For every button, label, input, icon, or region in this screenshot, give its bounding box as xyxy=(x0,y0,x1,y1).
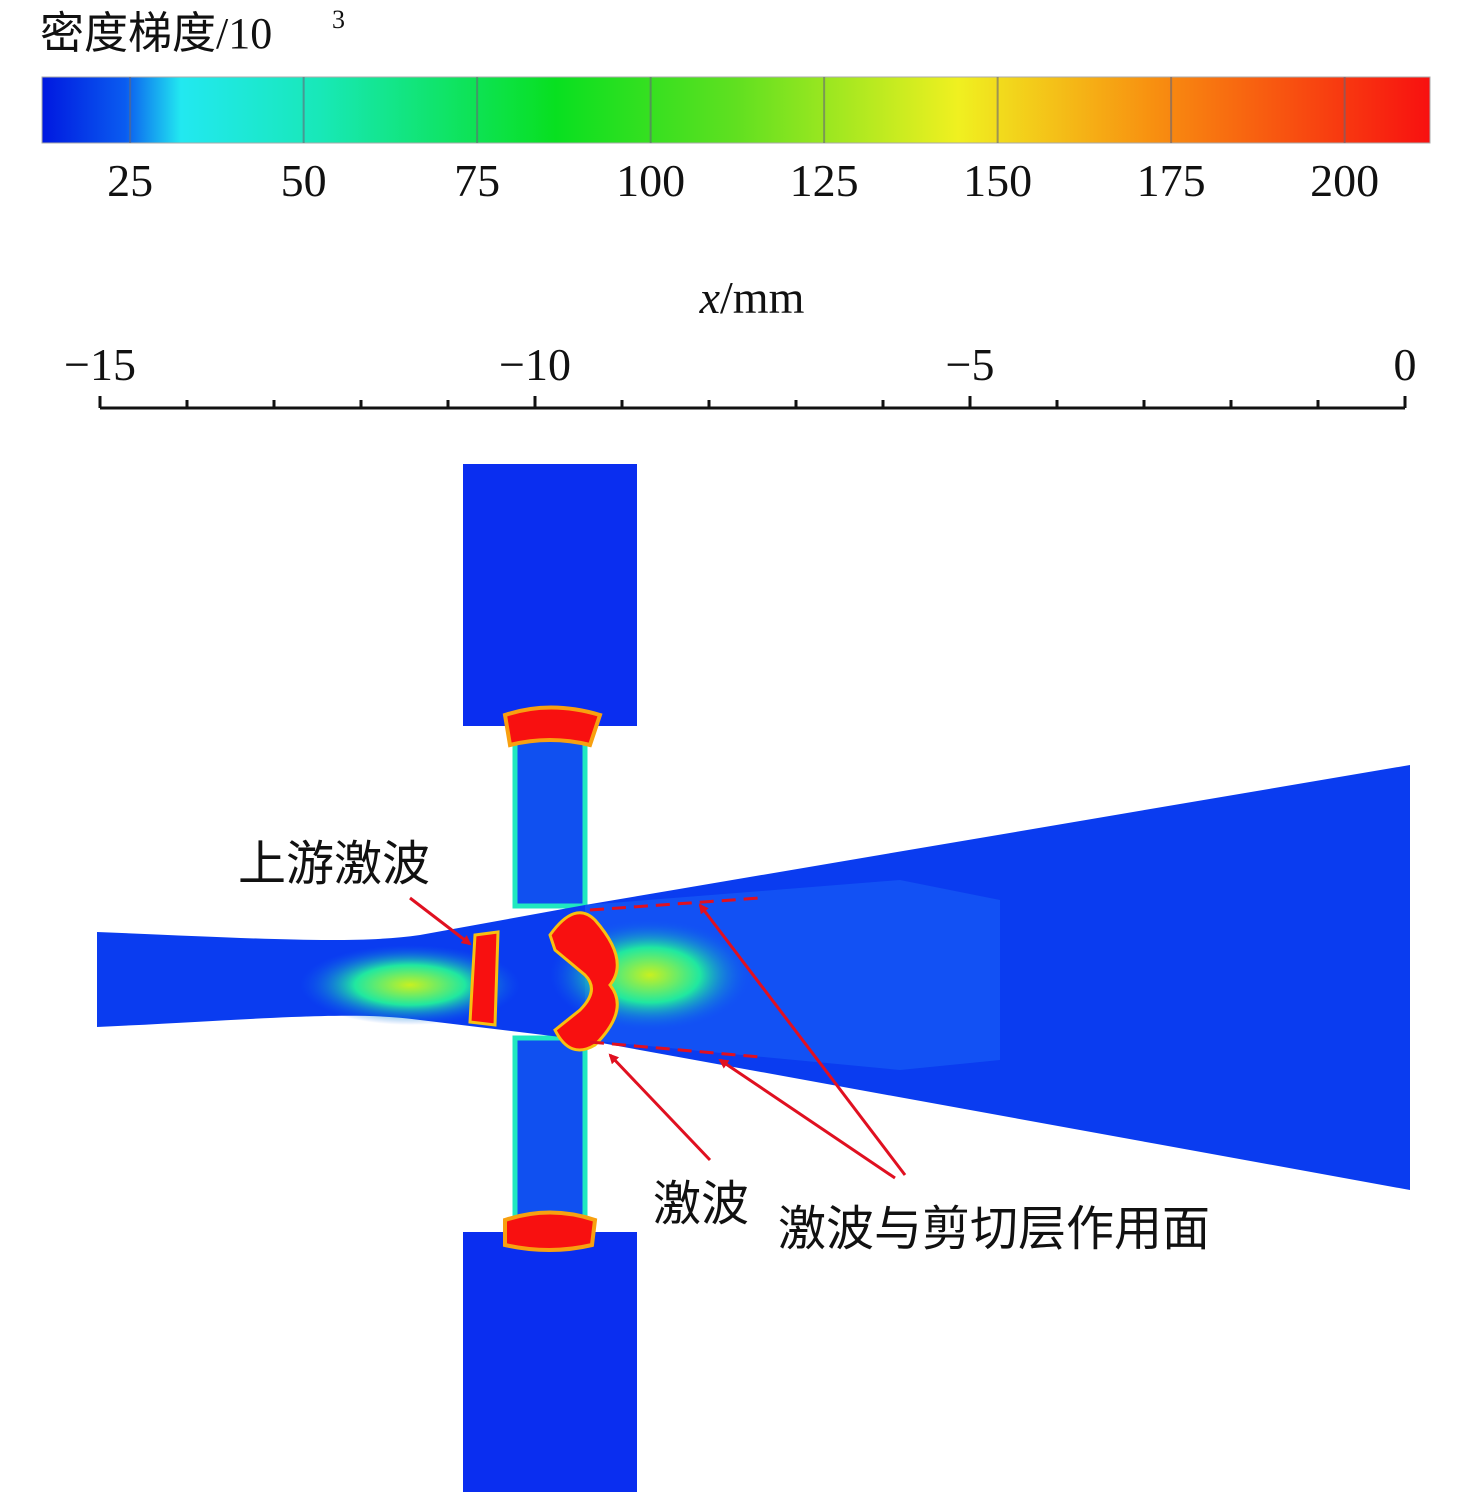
x-axis-var: x xyxy=(699,272,721,323)
x-tick-label: 0 xyxy=(1394,339,1417,390)
shock-red xyxy=(468,930,500,1027)
shock-red xyxy=(502,705,603,748)
colorbar-tick-label: 100 xyxy=(616,155,685,206)
arrow xyxy=(718,1058,896,1180)
x-axis-title: x/mm xyxy=(699,272,805,323)
colorbar-title-text: 密度梯度/10 xyxy=(40,9,272,58)
dashed-line xyxy=(589,1040,761,1059)
arrow xyxy=(698,903,907,1176)
upper-channel xyxy=(512,723,588,909)
colorbar-title-sup: 3 xyxy=(332,5,345,34)
annotation: 激波 xyxy=(653,1178,749,1231)
shock-red xyxy=(548,911,619,1052)
colorbar-tick-label: 125 xyxy=(790,155,859,206)
x-tick-label: −5 xyxy=(946,339,995,390)
annotation: 上游激波 xyxy=(238,838,430,891)
annotation: 激波与剪切层作用面 xyxy=(778,1203,1210,1256)
colorbar-title: 密度梯度/10 3 xyxy=(40,5,345,58)
colorbar-tick-label: 50 xyxy=(281,155,327,206)
x-axis-ticks: −15 −10 −5 0 xyxy=(64,339,1417,408)
shock-red xyxy=(503,1210,598,1252)
flow-field: 上游激波 激波 激波与剪切层作用面 xyxy=(97,464,1410,1492)
arrow xyxy=(608,1053,712,1162)
x-tick-label: −10 xyxy=(499,339,571,390)
colorbar-tick-label: 175 xyxy=(1137,155,1206,206)
colorbar xyxy=(41,76,1431,144)
lower-plenum xyxy=(463,1232,637,1492)
colorbar-tick-label: 200 xyxy=(1310,155,1379,206)
dashed-line xyxy=(589,896,761,912)
hot-zone xyxy=(300,945,520,1025)
colorbar-ticks: 25 50 75 100 125 150 175 200 xyxy=(107,77,1379,206)
arrow xyxy=(409,896,472,946)
upper-plenum xyxy=(463,464,637,726)
x-tick-label: −15 xyxy=(64,339,136,390)
lower-channel xyxy=(512,1035,588,1235)
colorbar-tick-label: 25 xyxy=(107,155,153,206)
colorbar-tick-label: 75 xyxy=(454,155,500,206)
colorbar-tick-label: 150 xyxy=(963,155,1032,206)
x-axis-unit: /mm xyxy=(720,272,805,323)
